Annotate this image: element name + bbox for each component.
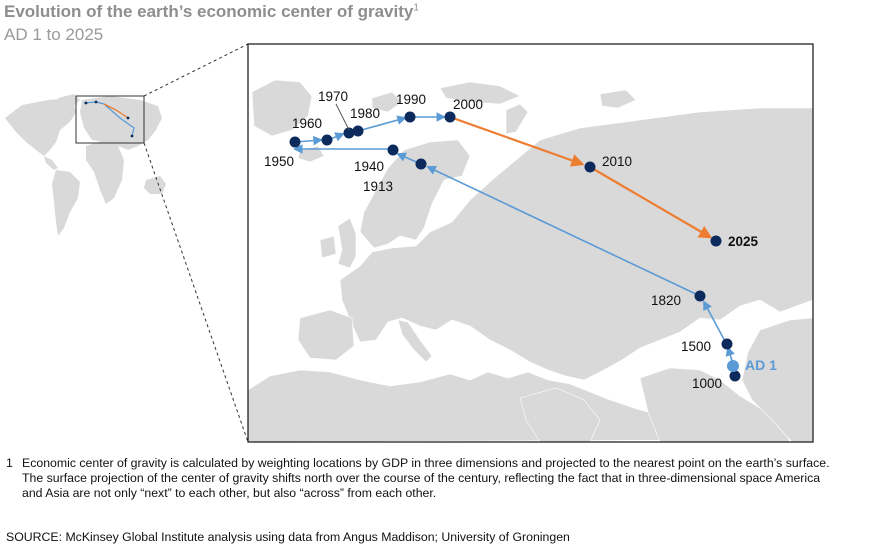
overview-point: [94, 100, 98, 104]
label-1990: 1990: [396, 92, 426, 107]
east-asia-land: [741, 317, 813, 442]
point-1940: [387, 144, 399, 156]
label-1950: 1950: [264, 154, 294, 169]
iceland-land: [297, 145, 325, 163]
continental-europe-land: [339, 107, 813, 381]
chart-subtitle: AD 1 to 2025: [4, 25, 104, 44]
label-1940: 1940: [354, 159, 384, 174]
gravity-points: [289, 111, 741, 382]
point-1990: [404, 111, 416, 123]
greenland-shape: [58, 94, 80, 108]
overview-point: [130, 134, 134, 138]
path-2000-to-2010: [449, 115, 585, 167]
point-2025: [710, 235, 722, 247]
footnote: 1 Economic center of gravity is calculat…: [6, 456, 836, 501]
arabia-land: [519, 387, 601, 442]
title-footnote-marker: 1: [413, 2, 419, 14]
arctic-islands-land: [439, 81, 521, 105]
ireland-land: [319, 235, 337, 259]
zoomed-map-frame: [247, 43, 814, 443]
path-1820-to-1913: [426, 165, 701, 297]
label-1000: 1000: [692, 376, 722, 391]
projected-path: [449, 115, 713, 239]
point-1000: [729, 370, 741, 382]
path-2010-to-2025: [589, 166, 713, 239]
point-1980: [352, 125, 364, 137]
italy-land: [397, 319, 433, 363]
chart-title-text: Evolution of the earth’s economic center…: [4, 2, 414, 21]
overview-historical-path: [83, 101, 135, 137]
zoomed-map: AD 1 1000 1500 1820 1913 1940 1950 1960 …: [247, 43, 814, 443]
point-1950: [289, 136, 301, 148]
chart-title: Evolution of the earth’s economic center…: [4, 2, 419, 22]
world-overview-map: [5, 94, 166, 236]
point-ad1: [727, 360, 739, 372]
greenland-land: [251, 79, 313, 137]
overview-point: [126, 116, 130, 120]
scandinavia-land: [359, 139, 471, 249]
overview-point: [84, 101, 88, 105]
label-1960: 1960: [292, 116, 322, 131]
zoom-leader-bottom: [143, 142, 249, 443]
point-labels: AD 1 1000 1500 1820 1913 1940 1950 1960 …: [264, 89, 777, 391]
path-1980-to-1990: [357, 115, 407, 132]
label-2010: 2010: [602, 154, 632, 169]
label-ad1: AD 1: [745, 357, 777, 373]
svalbard-land: [371, 91, 403, 113]
label-2025: 2025: [728, 234, 759, 249]
point-2010: [584, 161, 596, 173]
overview-projected-path: [103, 103, 129, 119]
point-1820: [694, 290, 706, 302]
label-1820: 1820: [651, 293, 681, 308]
label-leader-1970: [335, 103, 350, 131]
north-america-shape: [5, 98, 76, 156]
iberia-land: [297, 309, 355, 361]
point-1960: [321, 134, 333, 146]
point-1970: [343, 127, 355, 139]
source-note: SOURCE: McKinsey Global Institute analys…: [6, 530, 570, 544]
south-america-shape: [52, 170, 80, 236]
label-1500: 1500: [681, 339, 711, 354]
label-1913: 1913: [363, 179, 393, 194]
point-2000: [444, 111, 456, 123]
novaya-zemlya-land: [505, 103, 529, 135]
zoom-leader-top: [143, 43, 249, 97]
great-britain-land: [337, 217, 357, 269]
path-1500-to-1820: [703, 300, 728, 346]
label-1970: 1970: [318, 89, 348, 104]
africa-shape: [86, 140, 124, 204]
label-1980: 1980: [350, 106, 380, 121]
overview-highlight-box: [75, 95, 145, 144]
point-1913: [415, 158, 427, 170]
eurasia-shape: [80, 96, 162, 150]
severnaya-zemlya-land: [599, 89, 637, 109]
point-1500: [721, 338, 733, 350]
label-2000: 2000: [453, 97, 483, 112]
central-america-shape: [44, 156, 58, 170]
footnote-number: 1: [6, 456, 13, 470]
footnote-text: Economic center of gravity is calculated…: [22, 456, 830, 500]
australia-shape: [144, 176, 166, 194]
